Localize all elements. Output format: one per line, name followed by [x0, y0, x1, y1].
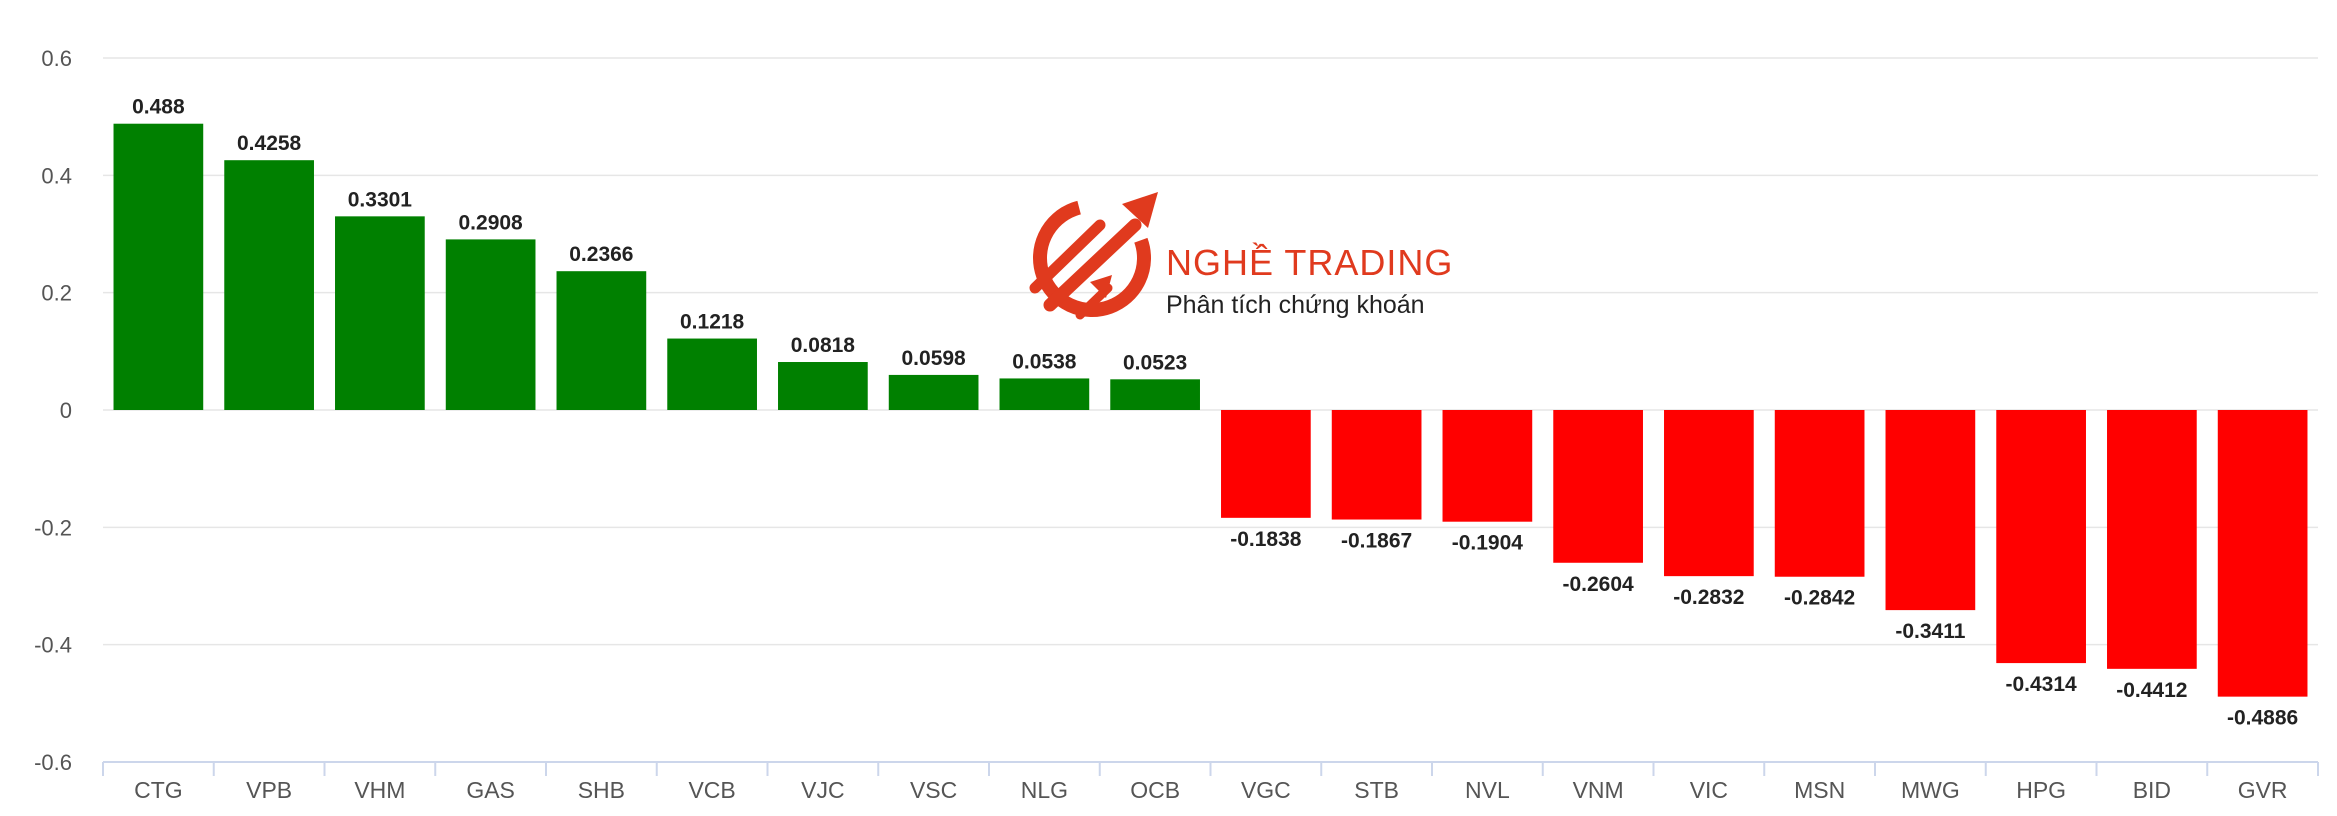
bar-nlg[interactable] — [999, 378, 1090, 410]
x-tick-label: VSC — [910, 777, 957, 803]
bar-vjc[interactable] — [778, 362, 868, 410]
bar-vcb[interactable] — [667, 338, 757, 410]
y-tick-label: -0.4 — [34, 633, 72, 658]
data-label: 0.2366 — [569, 243, 633, 266]
data-label: -0.2842 — [1784, 587, 1855, 610]
bar-vnm[interactable] — [1553, 410, 1643, 563]
x-tick-label: VJC — [801, 777, 844, 803]
x-tick-label: VNM — [1573, 777, 1624, 803]
y-tick-label: 0.2 — [41, 281, 72, 306]
data-label: 0.4258 — [237, 132, 302, 155]
data-label: 0.0538 — [1012, 350, 1077, 373]
bar-nvl[interactable] — [1442, 410, 1533, 522]
bar-msn[interactable] — [1774, 410, 1865, 577]
data-label: -0.1867 — [1341, 530, 1412, 553]
y-tick-label: -0.6 — [34, 750, 72, 775]
x-tick-label: STB — [1354, 777, 1399, 803]
data-label: 0.2908 — [459, 211, 524, 234]
bar-stb[interactable] — [1331, 410, 1422, 520]
data-label: -0.4886 — [2227, 707, 2298, 730]
x-tick-label: VIC — [1690, 777, 1728, 803]
watermark-subtitle: Phân tích chứng khoán — [1166, 291, 1425, 319]
x-tick-label: GAS — [466, 777, 515, 803]
bar-mwg[interactable] — [1885, 410, 1976, 611]
y-axis-ticks: 0.6 0.4 0.2 0 -0.2 -0.4 -0.6 — [34, 46, 72, 775]
watermark-logo: NGHỀ TRADING Phân tích chứng khoán — [1029, 192, 1453, 320]
x-tick-label: CTG — [134, 777, 183, 803]
data-label: -0.3411 — [1895, 620, 1965, 643]
bar-vgc[interactable] — [1221, 410, 1311, 518]
bar-ctg[interactable] — [113, 123, 204, 410]
data-label: 0.488 — [132, 96, 185, 119]
data-label: -0.4412 — [2116, 679, 2187, 702]
logo-icon — [1029, 192, 1158, 320]
bar-ocb[interactable] — [1110, 379, 1200, 410]
bar-vpb[interactable] — [224, 160, 314, 410]
bar-hpg[interactable] — [1996, 410, 2086, 664]
x-tick-label: SHB — [578, 777, 625, 803]
data-label: -0.2832 — [1673, 586, 1744, 609]
data-label: 0.1218 — [680, 311, 745, 334]
data-labels: 0.488 0.4258 0.3301 0.2908 0.2366 0.1218 0.081… — [132, 96, 2298, 730]
x-tick-label: MWG — [1901, 777, 1960, 803]
x-tick-label: NVL — [1465, 777, 1510, 803]
bar-shb[interactable] — [556, 271, 647, 410]
x-tick-label: MSN — [1794, 777, 1845, 803]
x-tick-label: BID — [2133, 777, 2171, 803]
data-label: 0.0523 — [1123, 351, 1187, 374]
x-tick-label: GVR — [2238, 777, 2288, 803]
bar-bid[interactable] — [2107, 410, 2197, 669]
x-tick-label: NLG — [1021, 777, 1068, 803]
x-tick-label: VPB — [246, 777, 292, 803]
x-axis — [102, 761, 2319, 776]
x-axis-categories: CTG VPB VHM GAS SHB VCB VJC VSC NLG OCB VGC STB NVL V… — [134, 777, 2287, 803]
y-tick-label: 0 — [60, 398, 72, 423]
x-tick-label: VCB — [688, 777, 735, 803]
bar-gas[interactable] — [445, 239, 536, 410]
x-tick-label: VHM — [354, 777, 405, 803]
y-tick-label: 0.6 — [41, 46, 72, 71]
data-label: -0.2604 — [1563, 573, 1635, 596]
data-label: -0.1838 — [1230, 528, 1302, 551]
grid-lines — [103, 57, 2318, 646]
x-tick-label: HPG — [2016, 777, 2066, 803]
bar-vhm[interactable] — [335, 216, 425, 410]
bar-vic[interactable] — [1664, 410, 1754, 577]
bar-vsc[interactable] — [888, 374, 979, 410]
bars — [113, 123, 2308, 697]
y-tick-label: -0.2 — [34, 515, 72, 540]
data-label: -0.4314 — [2006, 673, 2078, 696]
data-label: -0.1904 — [1452, 532, 1524, 555]
y-tick-label: 0.4 — [41, 163, 72, 188]
watermark-title: NGHỀ TRADING — [1166, 242, 1453, 283]
bar-gvr[interactable] — [2217, 410, 2308, 697]
data-label: 0.0818 — [791, 334, 856, 357]
data-label: 0.0598 — [902, 347, 967, 370]
x-tick-label: OCB — [1130, 777, 1180, 803]
data-label: 0.3301 — [348, 188, 413, 211]
x-tick-label: VGC — [1241, 777, 1291, 803]
